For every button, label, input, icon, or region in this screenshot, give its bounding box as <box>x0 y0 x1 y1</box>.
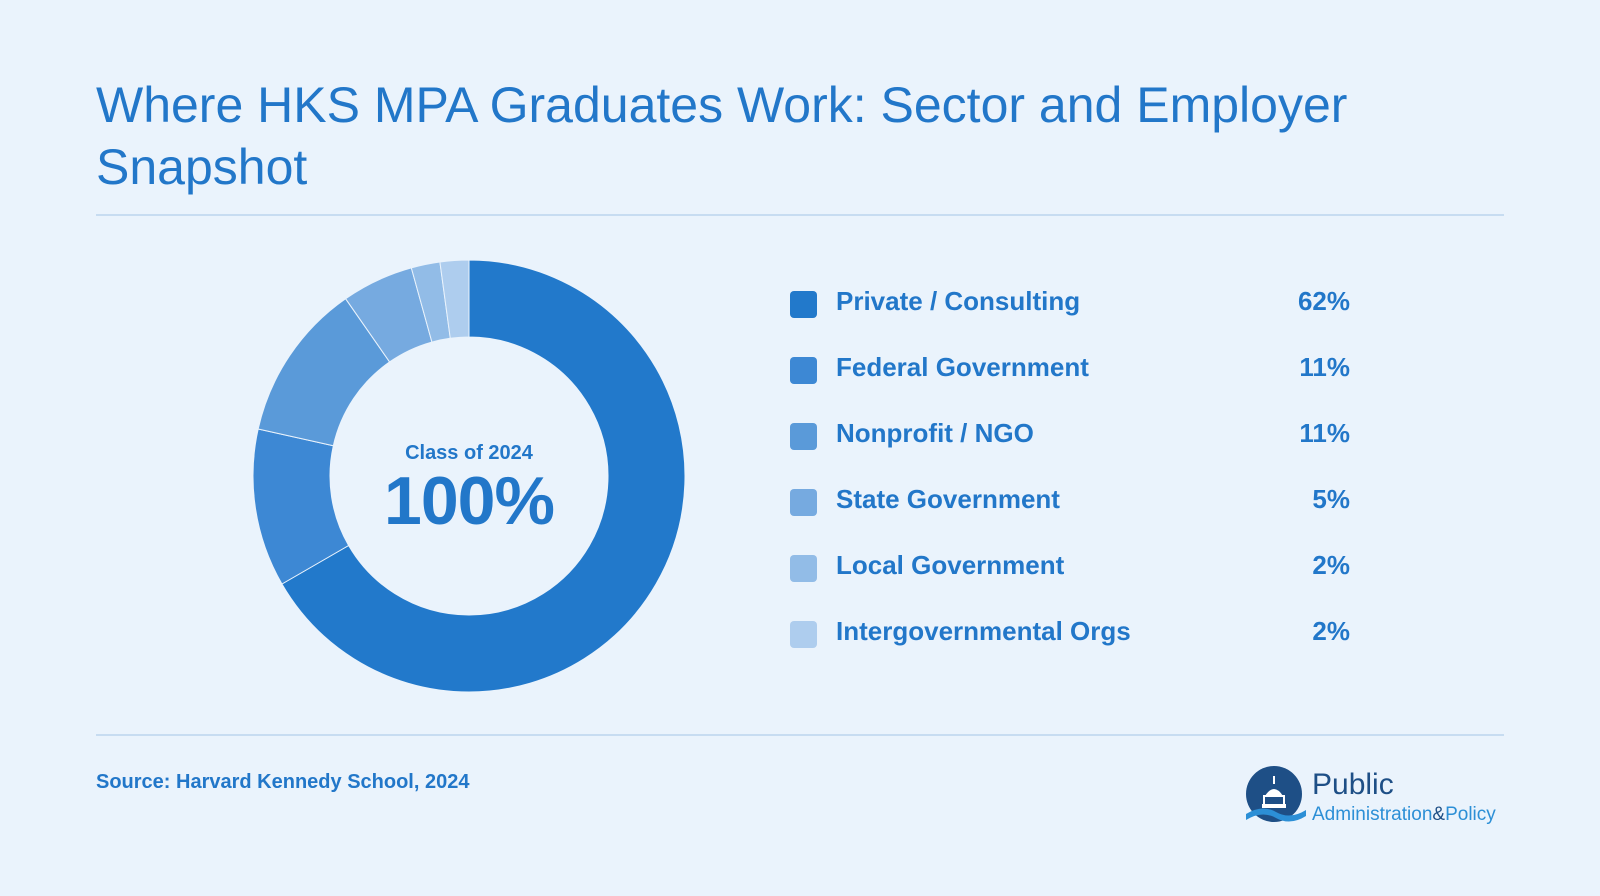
donut-slice-intergovernmental-orgs <box>439 259 470 339</box>
legend-label: State Government <box>836 484 1060 514</box>
logo-text-subtitle: Administration&Policy <box>1312 804 1496 826</box>
legend-value: 11% <box>1299 352 1350 382</box>
legend-item-state-government: State Government 5% <box>790 478 1350 544</box>
chart-title: Where HKS MPA Graduates Work: Sector and… <box>96 77 1348 195</box>
legend-item-intergovernmental-orgs: Intergovernmental Orgs 2% <box>790 610 1350 676</box>
chart-legend: Private / Consulting 62% Federal Governmen… <box>790 280 1350 676</box>
legend-swatch <box>790 291 817 318</box>
legend-swatch <box>790 621 817 648</box>
logo-text-ampersand: & <box>1432 804 1446 825</box>
logo-text-public: Public <box>1312 768 1394 801</box>
donut-center-label: Class of 2024 <box>405 442 533 464</box>
source-note: Source: Harvard Kennedy School, 2024 <box>96 771 470 793</box>
legend-value: 2% <box>1312 550 1350 580</box>
public-administration-policy-logo: Public Administration&Policy <box>1244 764 1524 834</box>
legend-value: 2% <box>1312 616 1350 646</box>
legend-item-local-government: Local Government 2% <box>790 544 1350 610</box>
donut-slice-private-consulting <box>281 259 686 693</box>
donut-center-value: 100% <box>384 463 555 539</box>
legend-label: Private / Consulting <box>836 286 1081 316</box>
capitol-dome-icon <box>1246 766 1306 822</box>
legend-swatch <box>790 357 817 384</box>
legend-swatch <box>790 555 817 582</box>
legend-label: Federal Government <box>836 352 1089 382</box>
legend-swatch <box>790 489 817 516</box>
legend-value: 11% <box>1299 418 1350 448</box>
donut-chart <box>252 259 686 693</box>
donut-slices <box>252 259 686 693</box>
logo-text-policy: Policy <box>1445 804 1496 825</box>
legend-label: Intergovernmental Orgs <box>836 616 1131 646</box>
legend-label: Nonprofit / NGO <box>836 418 1034 448</box>
legend-item-private-consulting: Private / Consulting 62% <box>790 280 1350 346</box>
bottom-divider <box>96 734 1504 736</box>
legend-label: Local Government <box>836 550 1065 580</box>
legend-value: 5% <box>1312 484 1350 514</box>
top-divider <box>96 214 1504 216</box>
logo-text-administration: Administration <box>1312 804 1433 825</box>
legend-swatch <box>790 423 817 450</box>
legend-item-federal-government: Federal Government 11% <box>790 346 1350 412</box>
legend-item-nonprofit-ngo: Nonprofit / NGO 11% <box>790 412 1350 478</box>
legend-value: 62% <box>1297 286 1350 316</box>
